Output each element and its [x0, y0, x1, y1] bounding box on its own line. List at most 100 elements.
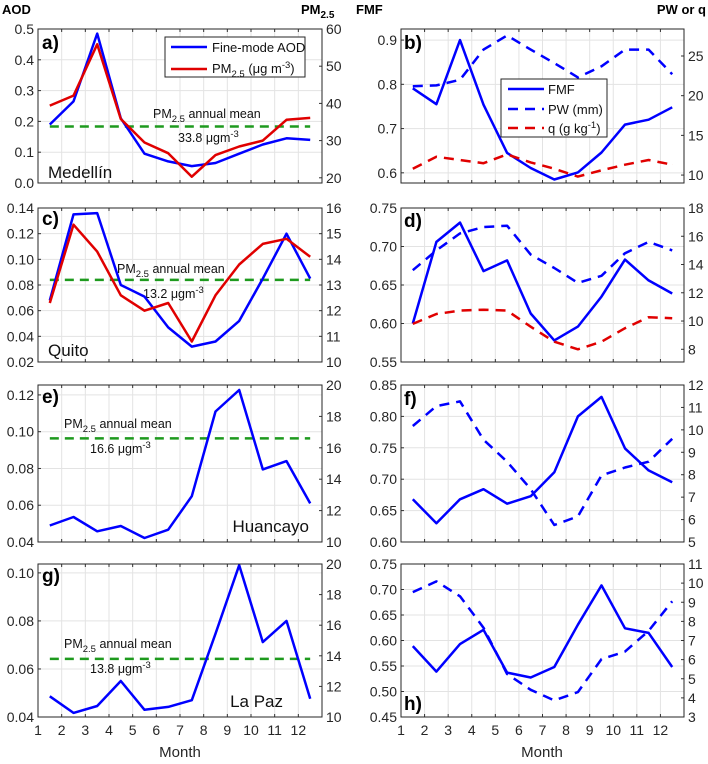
- city-name: Medellín: [48, 163, 112, 182]
- y-left-tick-label: 0.04: [7, 709, 34, 725]
- series-line-fine-mode-aod: [49, 388, 312, 540]
- y-right-tick-label: 10: [326, 709, 342, 725]
- left-axis-header-aod: AOD: [2, 2, 31, 17]
- x-tick-label: 6: [152, 722, 160, 738]
- x-tick-label: 9: [223, 722, 231, 738]
- y-right-tick-label: 20: [688, 88, 704, 104]
- y-right-tick-label: 6: [688, 652, 696, 668]
- y-left-tick-label: 0.85: [370, 377, 397, 393]
- y-right-tick-label: 12: [326, 503, 342, 519]
- y-left-tick-label: 0.1: [15, 144, 35, 160]
- x-tick-label: 8: [562, 722, 570, 738]
- y-right-tick-label: 5: [688, 534, 696, 550]
- city-name: La Paz: [230, 692, 283, 711]
- y-right-tick-label: 16: [688, 228, 704, 244]
- y-right-tick-label: 10: [326, 534, 342, 550]
- y-left-tick-label: 0.65: [370, 503, 397, 519]
- plot-frame: [400, 563, 685, 718]
- panel-label: f): [404, 389, 417, 410]
- y-left-tick-label: 0.0: [15, 175, 35, 191]
- q-text: q (g kg: [548, 121, 588, 136]
- pm-subscript: 2.5: [83, 644, 96, 655]
- panel-d: 0.55 0.60 0.65 0.70 0.75 8 10 12 14 16 18 d): [370, 200, 704, 370]
- y-right-tick-label: 18: [326, 587, 342, 603]
- y-right-tick-label: 18: [688, 200, 704, 216]
- series-line-fmf: [411, 584, 674, 679]
- x-tick-label: 3: [444, 722, 452, 738]
- y-left-tick-label: 0.06: [7, 497, 34, 513]
- series-line-fmf: [412, 38, 673, 181]
- y-left-tick-label: 0.10: [7, 565, 34, 581]
- series-line-q-g-kg-1-: [412, 308, 673, 351]
- legend-b: FMF PW (mm) q (g kg-1): [500, 78, 608, 138]
- annual-mean-value: 33.8 μgm-3: [178, 129, 239, 145]
- left-axis-header-fmf: FMF: [356, 2, 383, 17]
- y-left-tick-label: 0.70: [370, 582, 397, 598]
- y-left-tick-label: 0.12: [7, 226, 34, 242]
- y-left-tick-label: 0.06: [7, 303, 34, 319]
- x-tick-label: 1: [397, 722, 405, 738]
- y-left-tick-label: 0.04: [7, 534, 34, 550]
- y-right-tick-label: 20: [326, 556, 342, 572]
- y-left-tick-label: 0.80: [370, 408, 397, 424]
- plot-frame: [37, 384, 323, 543]
- x-tick-label: 2: [421, 722, 429, 738]
- x-axis-label-right: Month: [521, 744, 563, 761]
- pm-text: PM: [117, 262, 136, 276]
- y-right-tick-label: 6: [688, 512, 696, 528]
- y-right-tick-label: 15: [326, 226, 342, 242]
- y-left-tick-label: 0.55: [370, 354, 397, 370]
- mean-value: 33.8: [178, 131, 202, 145]
- y-right-tick-label: 9: [688, 444, 696, 460]
- x-tick-label: 10: [243, 722, 259, 738]
- y-right-tick-label: 16: [326, 200, 342, 216]
- y-left-tick-label: 0.75: [370, 440, 397, 456]
- annual-mean-text: annual mean: [96, 417, 172, 431]
- y-left-tick-label: 0.04: [7, 328, 34, 344]
- pm-unit: (μg m: [245, 61, 282, 76]
- y-left-tick-label: 0.9: [378, 32, 398, 48]
- y-right-tick-label: 10: [688, 167, 704, 183]
- plot-frame: [400, 384, 685, 543]
- y-left-tick-label: 0.6: [378, 165, 398, 181]
- y-right-tick-label: 25: [688, 48, 704, 64]
- annual-mean-label: PM2.5 annual mean: [117, 262, 225, 280]
- mean-unit: μgm: [114, 662, 142, 676]
- pm-text: PM: [64, 417, 83, 431]
- right-axis-header-pm25: PM2.5: [301, 2, 335, 21]
- y-left-tick-label: 0.60: [370, 316, 397, 332]
- y-left-tick-label: 0.08: [7, 613, 34, 629]
- y-left-tick-label: 0.70: [370, 239, 397, 255]
- y-right-tick-label: 14: [326, 648, 342, 664]
- y-right-tick-label: 12: [688, 285, 704, 301]
- y-right-tick-label: 40: [326, 95, 342, 111]
- series-line-pw-mm-: [411, 224, 673, 285]
- y-right-tick-label: 20: [326, 377, 342, 393]
- series-line-pm2-5-g-m-3-: [48, 223, 311, 343]
- y-left-tick-label: 0.02: [7, 354, 34, 370]
- annual-mean-label: PM2.5 annual mean: [64, 417, 172, 435]
- panel-label: a): [42, 33, 59, 54]
- panel-label: b): [404, 33, 422, 54]
- y-left-tick-label: 0.75: [370, 200, 397, 216]
- series-line-fmf: [411, 395, 673, 525]
- pm-close: ): [290, 61, 294, 76]
- y-left-tick-label: 0.65: [370, 607, 397, 623]
- unit-superscript: -3: [282, 60, 290, 71]
- y-right-tick-label: 15: [688, 127, 704, 143]
- y-left-tick-label: 0.75: [370, 556, 397, 572]
- x-tick-label: 3: [81, 722, 89, 738]
- city-name: Huancayo: [232, 517, 309, 536]
- y-right-tick-label: 12: [326, 678, 342, 694]
- y-right-tick-label: 10: [688, 575, 704, 591]
- unit-superscript: -3: [142, 660, 150, 671]
- y-right-tick-label: 14: [326, 471, 342, 487]
- mean-value: 13.2: [143, 287, 167, 301]
- y-right-tick-label: 9: [688, 594, 696, 610]
- annual-mean-value: 13.8 μgm-3: [90, 660, 151, 676]
- y-right-tick-label: 3: [688, 709, 696, 725]
- x-tick-label: 9: [586, 722, 594, 738]
- x-tick-label: 4: [468, 722, 476, 738]
- x-tick-label: 7: [539, 722, 547, 738]
- plot-frame: [400, 207, 685, 363]
